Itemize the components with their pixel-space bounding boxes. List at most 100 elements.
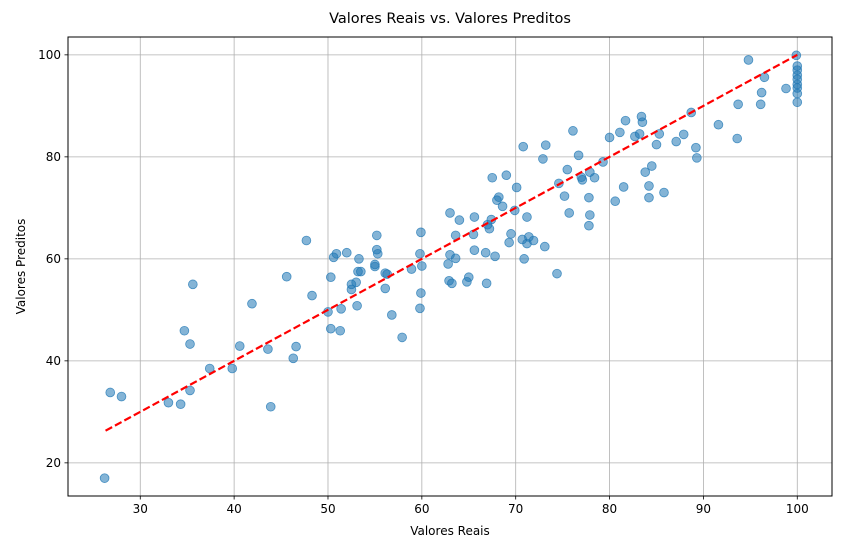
data-point — [247, 298, 257, 309]
data-point — [263, 344, 273, 354]
data-point — [487, 172, 498, 183]
data-point — [469, 212, 480, 222]
data-point — [756, 87, 767, 98]
data-point — [781, 83, 791, 94]
data-point — [610, 196, 620, 207]
data-point — [559, 191, 570, 201]
data-point — [584, 220, 594, 231]
x-tick-label: 70 — [508, 502, 523, 516]
data-point — [692, 153, 702, 163]
data-point — [792, 88, 803, 99]
y-tick-label: 40 — [46, 354, 61, 368]
data-point — [481, 278, 492, 289]
data-point — [490, 251, 500, 262]
data-point — [792, 97, 803, 108]
data-point — [105, 387, 116, 398]
data-point — [589, 172, 600, 183]
data-point — [416, 227, 426, 238]
data-point — [352, 300, 362, 311]
data-point — [335, 325, 345, 336]
x-tick-label: 50 — [320, 502, 335, 516]
data-point — [469, 245, 480, 255]
data-point — [484, 223, 495, 234]
data-point — [380, 283, 391, 294]
chart-title: Valores Reais vs. Valores Preditos — [329, 11, 571, 27]
x-axis-ticks: 30 40 50 60 70 80 90 100 — [133, 496, 809, 516]
data-point — [301, 235, 312, 246]
data-point — [443, 259, 453, 269]
x-tick-label: 30 — [133, 502, 148, 516]
data-point — [522, 212, 532, 222]
y-tick-label: 100 — [38, 48, 61, 62]
data-point — [307, 290, 317, 301]
data-point — [634, 129, 645, 139]
data-point — [417, 261, 427, 271]
x-axis-label: Valores Reais — [410, 524, 490, 538]
data-point — [504, 237, 514, 248]
data-point — [288, 353, 299, 364]
data-point — [733, 99, 743, 110]
data-point — [326, 272, 336, 283]
data-point — [341, 247, 352, 258]
grid — [68, 37, 832, 496]
data-point — [445, 208, 455, 218]
data-point — [116, 391, 127, 402]
data-point — [519, 254, 529, 264]
data-point — [539, 241, 550, 252]
data-point — [540, 140, 551, 150]
data-point — [331, 248, 342, 259]
data-point — [732, 133, 743, 144]
data-point — [620, 115, 631, 126]
data-point — [494, 192, 504, 202]
y-axis-ticks: 20 40 60 80 100 — [38, 48, 68, 470]
data-point — [568, 126, 578, 136]
data-point — [659, 187, 669, 198]
data-point — [501, 170, 512, 181]
data-point — [336, 304, 346, 314]
data-point — [450, 253, 461, 264]
data-point — [326, 323, 336, 334]
data-point — [713, 119, 724, 130]
y-axis-label: Valores Preditos — [14, 219, 28, 315]
y-tick-label: 80 — [46, 150, 61, 164]
data-point — [179, 325, 190, 336]
data-point — [370, 259, 380, 270]
data-point — [227, 363, 238, 374]
data-point — [372, 248, 383, 259]
reference-line-segment — [105, 53, 798, 432]
data-point — [604, 132, 615, 143]
data-point — [416, 288, 426, 298]
data-point — [678, 129, 689, 140]
data-point — [755, 99, 766, 110]
data-point — [188, 279, 198, 290]
data-point — [651, 139, 662, 150]
data-point — [691, 142, 701, 153]
data-point — [354, 254, 364, 264]
x-tick-label: 80 — [602, 502, 617, 516]
data-point — [640, 167, 651, 177]
data-point — [528, 235, 539, 246]
y-tick-label: 60 — [46, 252, 61, 266]
data-point — [387, 310, 397, 320]
x-tick-label: 90 — [696, 502, 711, 516]
data-point — [585, 210, 595, 220]
data-point — [636, 111, 647, 122]
data-point — [397, 332, 407, 343]
data-point — [371, 230, 382, 241]
x-tick-label: 40 — [226, 502, 241, 516]
x-tick-label: 60 — [414, 502, 429, 516]
data-point — [480, 247, 491, 258]
data-point — [163, 397, 174, 408]
y-tick-label: 20 — [46, 456, 61, 470]
data-point — [562, 164, 573, 175]
data-point — [615, 127, 625, 138]
reference-line — [105, 53, 798, 432]
data-point — [356, 266, 366, 277]
data-point — [644, 192, 654, 203]
x-tick-label: 100 — [786, 502, 809, 516]
data-point — [646, 161, 657, 171]
plot-frame — [67, 36, 833, 497]
data-point — [577, 175, 588, 185]
